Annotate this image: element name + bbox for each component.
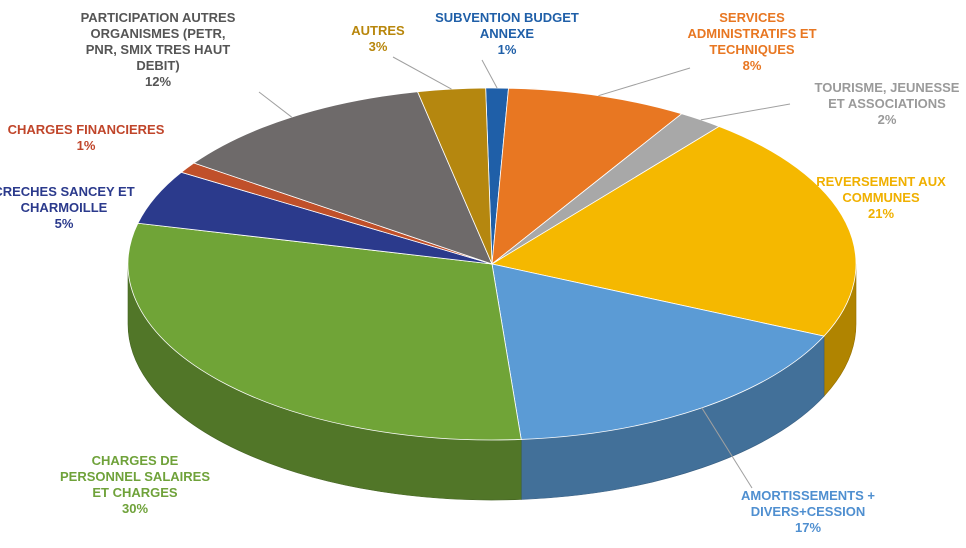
slice-label: SERVICES ADMINISTRATIFS ET TECHNIQUES 8% xyxy=(687,10,816,73)
slice-category-label: DEBIT) xyxy=(136,58,179,73)
slice-value-label: 2% xyxy=(878,112,897,127)
slice-label: PARTICIPATION AUTRES ORGANISMES (PETR, PNR… xyxy=(81,10,236,89)
slice-category-label: SUBVENTION BUDGET xyxy=(435,10,579,25)
slice-value-label: 3% xyxy=(369,39,388,54)
slice-value-label: 30% xyxy=(122,501,148,516)
slice-category-label: TECHNIQUES xyxy=(709,42,795,57)
slice-category-label: PARTICIPATION AUTRES xyxy=(81,10,236,25)
slice-label: TOURISME, JEUNESSE ET ASSOCIATIONS 2% xyxy=(815,80,960,127)
slice-label: CRECHES SANCEY ET CHARMOILLE 5% xyxy=(0,184,135,231)
slice-value-label: 12% xyxy=(145,74,171,89)
leader-line xyxy=(481,59,498,89)
slice-category-label: COMMUNES xyxy=(842,190,920,205)
slice-category-label: PNR, SMIX TRES HAUT xyxy=(86,42,231,57)
slice-category-label: ADMINISTRATIFS ET xyxy=(687,26,816,41)
slice-category-label: CHARGES DE xyxy=(92,453,179,468)
slice-category-label: DIVERS+CESSION xyxy=(751,504,866,519)
slice-value-label: 8% xyxy=(743,58,762,73)
slice-category-label: TOURISME, JEUNESSE xyxy=(815,80,960,95)
slice-category-label: AUTRES xyxy=(351,23,405,38)
slice-value-label: 21% xyxy=(868,206,894,221)
slice-label: REVERSEMENT AUX COMMUNES 21% xyxy=(816,174,946,221)
pie-slice xyxy=(127,222,522,441)
leader-line xyxy=(700,103,791,121)
slice-label: CHARGES FINANCIERES 1% xyxy=(8,122,165,153)
slice-label: SUBVENTION BUDGET ANNEXE 1% xyxy=(435,10,579,57)
slice-value-label: 5% xyxy=(55,216,74,231)
slice-value-label: 1% xyxy=(498,42,517,57)
slice-category-label: CRECHES SANCEY ET xyxy=(0,184,135,199)
slice-category-label: ET ASSOCIATIONS xyxy=(828,96,946,111)
slice-category-label: ANNEXE xyxy=(480,26,535,41)
slice-category-label: SERVICES xyxy=(719,10,785,25)
slice-category-label: PERSONNEL SALAIRES xyxy=(60,469,210,484)
slice-value-label: 1% xyxy=(77,138,96,153)
leader-line xyxy=(258,91,292,118)
slice-category-label: AMORTISSEMENTS + xyxy=(741,488,875,503)
pie-slice xyxy=(192,91,493,265)
pie-labels: SUBVENTION BUDGET ANNEXE 1%SERVICES ADMINIS… xyxy=(0,10,960,535)
slice-category-label: CHARGES FINANCIERES xyxy=(8,122,165,137)
leader-line xyxy=(598,67,691,97)
slice-category-label: ORGANISMES (PETR, xyxy=(90,26,225,41)
slice-value-label: 17% xyxy=(795,520,821,535)
slice-label: CHARGES DE PERSONNEL SALAIRES ET CHARGES 30… xyxy=(60,453,210,516)
pie-slice xyxy=(491,263,825,440)
pie-leader-lines xyxy=(258,56,791,489)
pie-top-faces xyxy=(127,87,857,441)
leader-line xyxy=(701,407,753,489)
leader-line xyxy=(392,56,452,90)
pie-slice xyxy=(416,87,493,265)
slice-label: AUTRES 3% xyxy=(351,23,405,54)
slice-category-label: REVERSEMENT AUX xyxy=(816,174,946,189)
slice-label: AMORTISSEMENTS + DIVERS+CESSION 17% xyxy=(741,488,875,535)
slice-category-label: ET CHARGES xyxy=(92,485,178,500)
slice-category-label: CHARMOILLE xyxy=(21,200,108,215)
